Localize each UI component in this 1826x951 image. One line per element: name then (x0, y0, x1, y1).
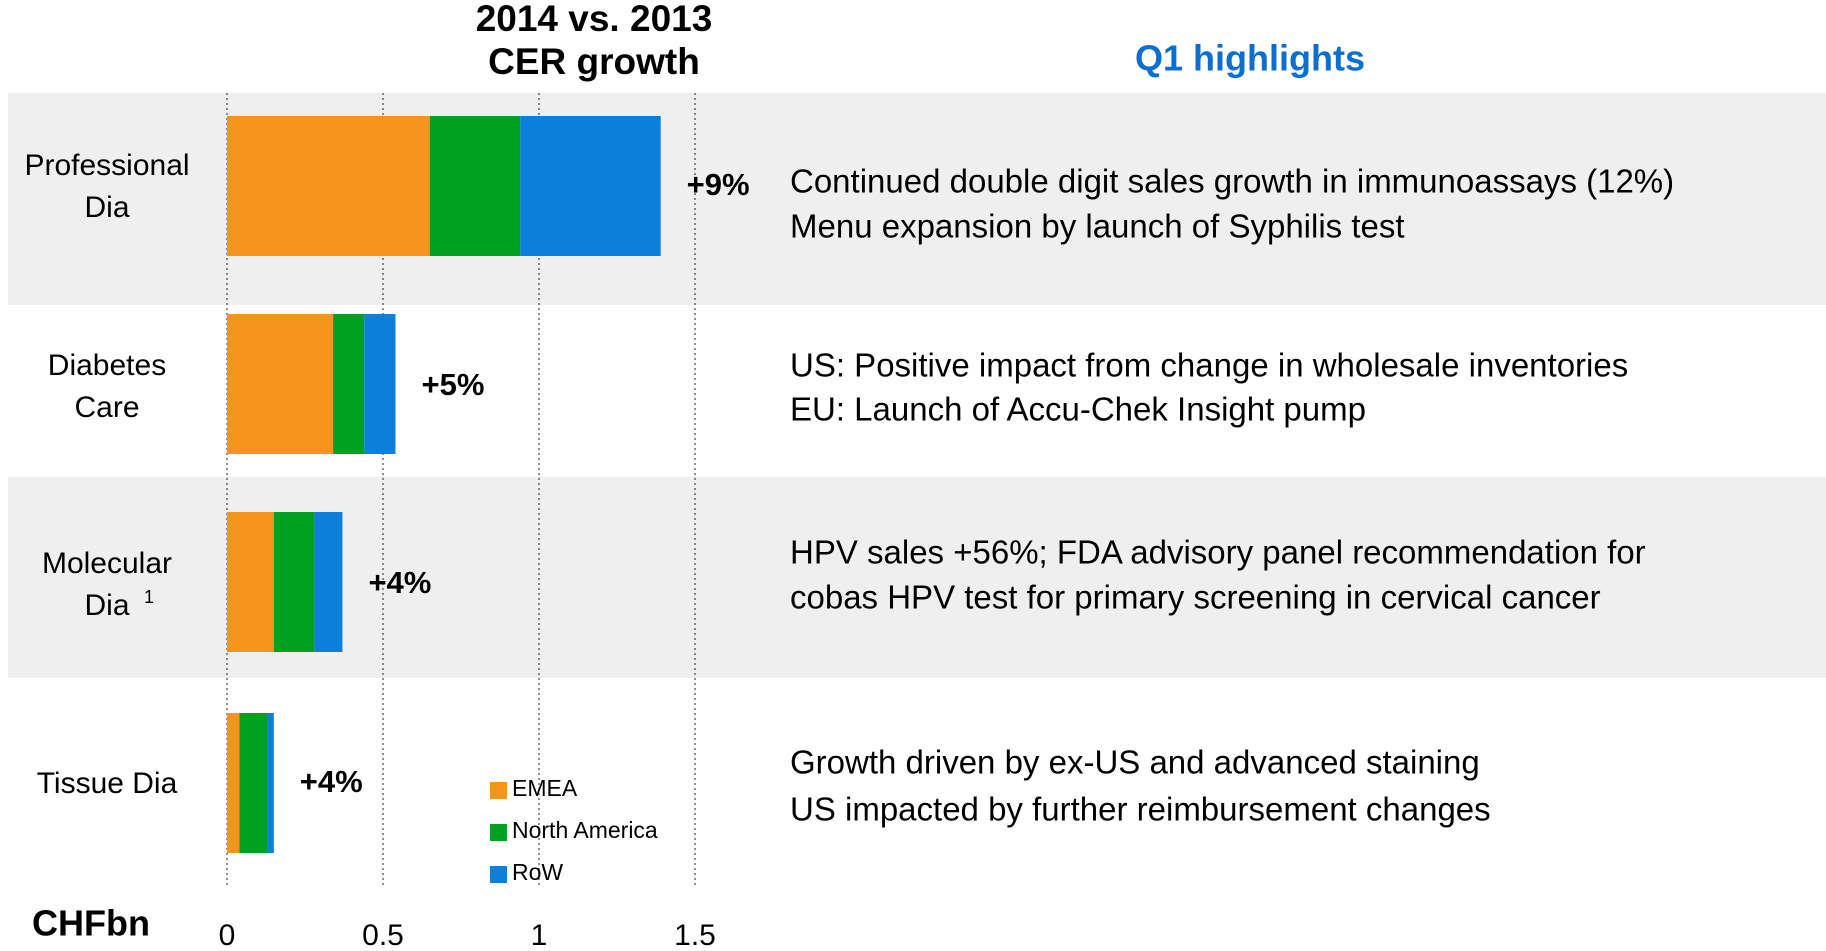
x-tick-label: 1.5 (674, 919, 716, 951)
growth-label: +5% (421, 367, 484, 402)
bar-segment (364, 314, 396, 454)
chart-title: 2014 vs. 2013 (476, 0, 713, 39)
bar-segment (314, 512, 343, 652)
highlight-text: Continued double digit sales growth in i… (790, 163, 1674, 200)
highlight-text: US impacted by further reimbursement cha… (790, 791, 1491, 828)
growth-label: +4% (368, 565, 431, 600)
highlight-text: EU: Launch of Accu-Chek Insight pump (790, 391, 1366, 428)
x-tick-label: 1 (531, 919, 548, 951)
legend-label: RoW (512, 859, 563, 885)
chart-title: CER growth (488, 41, 700, 82)
bar-segment (520, 116, 661, 256)
highlight-text: Growth driven by ex-US and advanced stai… (790, 744, 1480, 781)
footnote-mark: 1 (144, 587, 155, 607)
legend-swatch (490, 782, 507, 799)
bar-segment (227, 512, 274, 652)
x-tick-label: 0 (219, 919, 236, 951)
category-label: Molecular Dia (41, 547, 173, 622)
growth-label: +9% (687, 167, 750, 202)
highlight-text: US: Positive impact from change in whole… (790, 347, 1628, 384)
bar-segment (273, 512, 315, 652)
highlight-text: Menu expansion by launch of Syphilis tes… (790, 208, 1405, 245)
bar-segment (227, 713, 240, 853)
bar-segment (239, 713, 268, 853)
highlights-title: Q1 highlights (1135, 38, 1365, 79)
bar-segment (227, 314, 334, 454)
growth-label: +4% (300, 764, 363, 799)
legend-label: North America (512, 817, 658, 843)
highlight-text: cobas HPV test for primary screening in … (790, 579, 1601, 616)
x-tick-label: 0.5 (362, 919, 404, 951)
legend-swatch (490, 824, 507, 841)
bar-segment (333, 314, 365, 454)
category-label: Diabetes Care (47, 349, 167, 424)
legend-swatch (490, 866, 507, 883)
category-label: Professional Dia (24, 149, 190, 224)
bar-segment (227, 116, 430, 256)
bar-segment (429, 116, 521, 256)
x-axis-label: CHFbn (32, 903, 150, 944)
category-label: Tissue Dia (36, 767, 178, 800)
highlight-text: HPV sales +56%; FDA advisory panel recom… (790, 534, 1646, 571)
legend-label: EMEA (512, 775, 578, 801)
bar-segment (267, 713, 274, 853)
